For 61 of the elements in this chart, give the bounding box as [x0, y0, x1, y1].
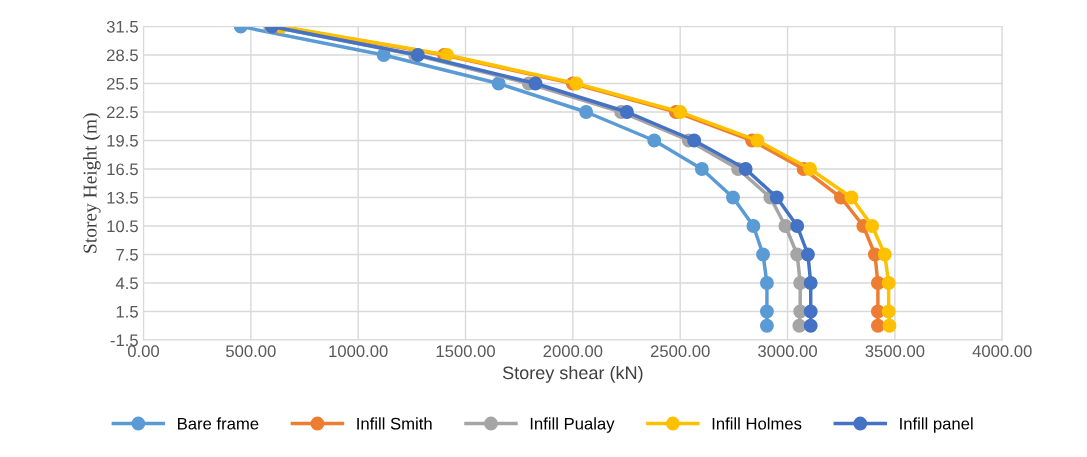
x-tick-label: 2500.00 [650, 345, 710, 358]
x-tick-label: 3500.00 [865, 345, 925, 358]
point [800, 247, 815, 262]
point [803, 318, 818, 333]
point [694, 162, 709, 176]
legend-label: Infill Holmes [712, 417, 802, 430]
x-tick-label: 500.00 [226, 345, 276, 358]
x-tick-label: 4000.00 [972, 345, 1032, 358]
y-tick-label: 7.5 [116, 249, 138, 261]
point [647, 133, 662, 148]
y-tick-label: 16.5 [107, 163, 138, 176]
x-tick-label: 3000.00 [758, 345, 818, 358]
legend-label: Infill panel [900, 417, 973, 433]
point [687, 133, 702, 148]
point [528, 76, 543, 91]
point [769, 190, 784, 205]
point [881, 304, 896, 319]
point [792, 318, 807, 333]
point [759, 318, 774, 333]
point [790, 219, 805, 233]
point [877, 247, 892, 262]
point [726, 190, 740, 205]
point [844, 190, 859, 205]
y-tick-label: 10.5 [107, 220, 138, 233]
point [881, 276, 896, 290]
y-tick-label: 19.5 [107, 134, 138, 147]
x-axis-title: Storey shear (kN) [502, 365, 643, 383]
point [803, 162, 818, 176]
legend-label: Infill Smith [357, 417, 432, 430]
y-tick-label: 13.5 [107, 191, 138, 204]
point [579, 105, 594, 119]
point [803, 276, 818, 290]
point [803, 304, 818, 319]
point [759, 304, 774, 319]
point [491, 76, 506, 91]
point [738, 162, 753, 176]
y-tick-label: 31.5 [106, 20, 138, 33]
y-axis-title: Storey Height (m) [82, 113, 101, 253]
legend-label: Bare frame [178, 417, 259, 430]
point [756, 247, 771, 262]
point [620, 105, 634, 119]
point [870, 318, 885, 333]
point [750, 133, 765, 148]
legend-label: Infill Pualay [530, 417, 615, 433]
x-tick-label: 2000.00 [543, 345, 603, 358]
y-tick-label: -1.5 [110, 334, 138, 347]
y-tick-label: 4.5 [115, 277, 138, 290]
point [746, 219, 761, 233]
y-tick-label: 25.5 [107, 77, 138, 90]
y-tick-label: 22.5 [107, 106, 138, 119]
point [778, 219, 793, 233]
point [673, 105, 688, 119]
y-tick-label: 1.5 [116, 306, 138, 318]
y-tick-label: 28.5 [107, 49, 138, 62]
point [882, 318, 897, 333]
x-tick-label: 0.00 [127, 345, 160, 358]
point [569, 76, 584, 91]
point [865, 219, 880, 233]
x-tick-label: 1500.00 [436, 345, 495, 358]
point [759, 276, 774, 290]
x-tick-label: 1000.00 [329, 345, 388, 358]
